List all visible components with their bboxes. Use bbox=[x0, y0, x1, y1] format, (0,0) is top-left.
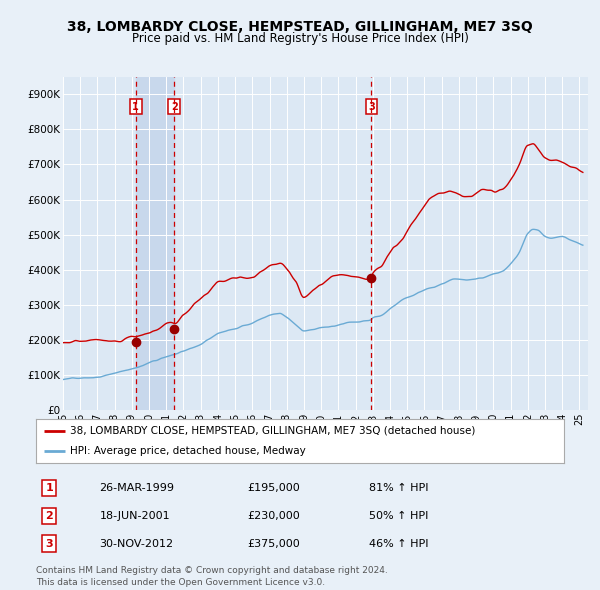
Text: Contains HM Land Registry data © Crown copyright and database right 2024.
This d: Contains HM Land Registry data © Crown c… bbox=[36, 566, 388, 587]
Text: £195,000: £195,000 bbox=[247, 483, 300, 493]
Text: 38, LOMBARDY CLOSE, HEMPSTEAD, GILLINGHAM, ME7 3SQ: 38, LOMBARDY CLOSE, HEMPSTEAD, GILLINGHA… bbox=[67, 19, 533, 34]
Text: 26-MAR-1999: 26-MAR-1999 bbox=[100, 483, 175, 493]
Text: HPI: Average price, detached house, Medway: HPI: Average price, detached house, Medw… bbox=[70, 446, 306, 456]
Text: 1: 1 bbox=[46, 483, 53, 493]
Text: 1: 1 bbox=[133, 101, 139, 112]
Text: 38, LOMBARDY CLOSE, HEMPSTEAD, GILLINGHAM, ME7 3SQ (detached house): 38, LOMBARDY CLOSE, HEMPSTEAD, GILLINGHA… bbox=[70, 426, 476, 436]
Bar bbox=[136, 77, 174, 410]
Text: 3: 3 bbox=[46, 539, 53, 549]
Text: 81% ↑ HPI: 81% ↑ HPI bbox=[368, 483, 428, 493]
Text: 2: 2 bbox=[46, 510, 53, 520]
Text: 18-JUN-2001: 18-JUN-2001 bbox=[100, 510, 170, 520]
Text: £375,000: £375,000 bbox=[247, 539, 300, 549]
Text: £230,000: £230,000 bbox=[247, 510, 300, 520]
Text: 30-NOV-2012: 30-NOV-2012 bbox=[100, 539, 173, 549]
Text: 50% ↑ HPI: 50% ↑ HPI bbox=[368, 510, 428, 520]
Text: 3: 3 bbox=[368, 101, 375, 112]
Text: Price paid vs. HM Land Registry's House Price Index (HPI): Price paid vs. HM Land Registry's House … bbox=[131, 32, 469, 45]
Text: 2: 2 bbox=[171, 101, 178, 112]
Text: 46% ↑ HPI: 46% ↑ HPI bbox=[368, 539, 428, 549]
